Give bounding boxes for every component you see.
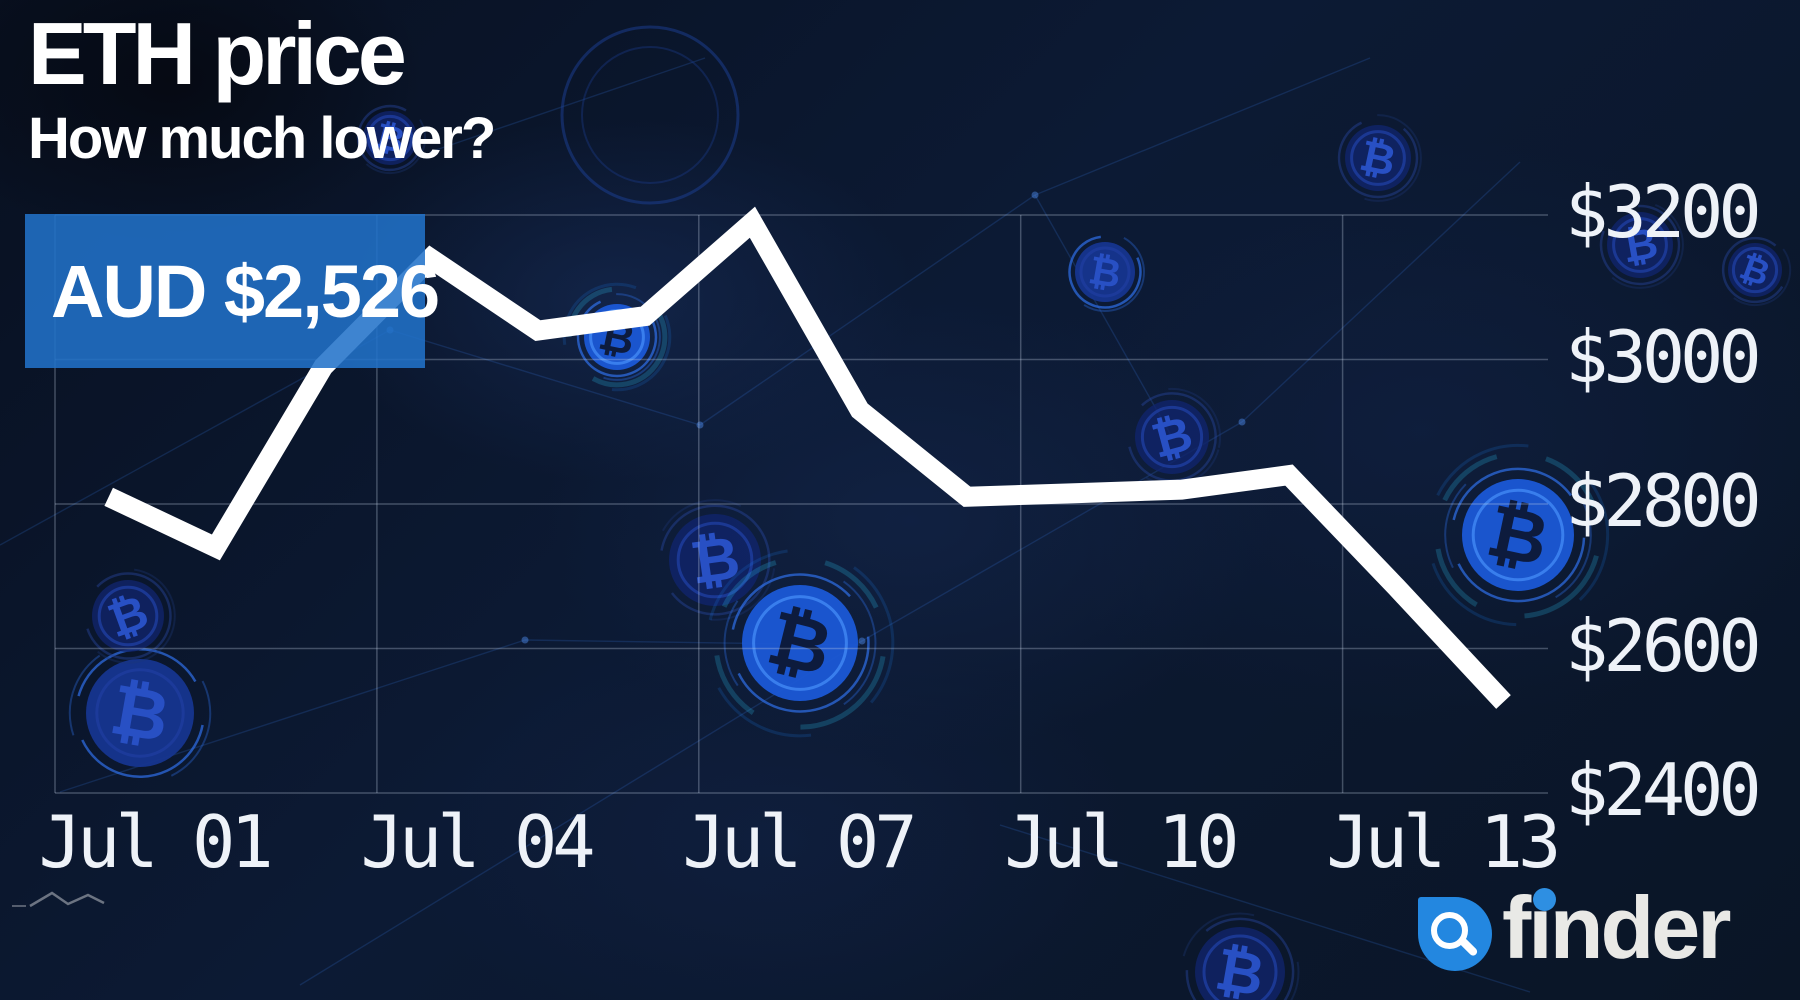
constellation-dot <box>1031 191 1039 199</box>
constellation-line <box>389 329 701 426</box>
bitcoin-coin-icon: ₿ <box>80 568 176 664</box>
bitcoin-coin-icon: ₿ <box>353 101 427 175</box>
x-axis-label: Jul 10 <box>1004 800 1239 884</box>
finder-i-dot <box>1533 888 1556 911</box>
svg-text:₿: ₿ <box>686 523 744 599</box>
price-badge-label: AUD $2,526 <box>51 249 440 333</box>
bitcoin-coin-icon: ₿ <box>1122 387 1222 487</box>
svg-text:₿: ₿ <box>1619 218 1662 273</box>
finder-logo-badge <box>1418 897 1492 971</box>
x-axis-label: Jul 07 <box>682 800 917 884</box>
y-axis-label: $2600 <box>1565 603 1762 688</box>
constellation-line <box>1241 161 1521 423</box>
constellation-line <box>1034 57 1371 196</box>
bitcoin-coin-icon: ₿ <box>1426 443 1610 627</box>
x-axis-label: Jul 01 <box>38 800 274 884</box>
page-subtitle: How much lower? <box>28 106 496 171</box>
constellation-line <box>429 57 706 153</box>
svg-text:₿: ₿ <box>1085 248 1124 298</box>
constellation-line <box>699 194 1036 426</box>
constellation-dot <box>858 637 866 645</box>
y-axis-label: $3000 <box>1565 314 1762 399</box>
svg-text:₿: ₿ <box>105 668 176 759</box>
x-axis-label: Jul 13 <box>1326 800 1561 884</box>
constellation-dot <box>521 636 529 644</box>
y-axis-label: $2400 <box>1565 748 1762 833</box>
bitcoin-coin-icon: ₿ <box>1065 232 1145 312</box>
bitcoin-coin-icon: ₿ <box>705 548 895 738</box>
ring-decor <box>560 25 740 205</box>
finder-logo: finder <box>1418 884 1788 994</box>
ring-decor <box>581 46 719 184</box>
constellation-dot <box>696 421 704 429</box>
price-badge: AUD $2,526 <box>25 214 440 368</box>
y-axis-label: $3200 <box>1565 170 1762 255</box>
bitcoin-coin-icon: ₿ <box>68 641 212 785</box>
search-icon <box>1431 912 1468 949</box>
constellation-dot <box>1238 418 1246 426</box>
page-title: ETH price <box>28 4 407 103</box>
search-icon-handle <box>1458 936 1479 958</box>
x-axis-label: Jul 04 <box>360 800 596 884</box>
constellation-line <box>299 640 863 986</box>
mini-sparkline-icon <box>29 891 105 908</box>
svg-text:₿: ₿ <box>1211 935 1270 1000</box>
bitcoin-coin-icon: ₿ <box>1180 912 1300 1000</box>
bitcoin-coin-icon: ₿ <box>1334 114 1422 202</box>
bitcoin-coin-icon: ₿ <box>1596 201 1684 289</box>
bitcoin-coin-icon: ₿ <box>1718 233 1792 307</box>
constellation-line <box>1034 194 1173 438</box>
y-axis-label: $2800 <box>1565 459 1762 544</box>
bitcoin-coin-icon: ₿ <box>654 499 776 621</box>
